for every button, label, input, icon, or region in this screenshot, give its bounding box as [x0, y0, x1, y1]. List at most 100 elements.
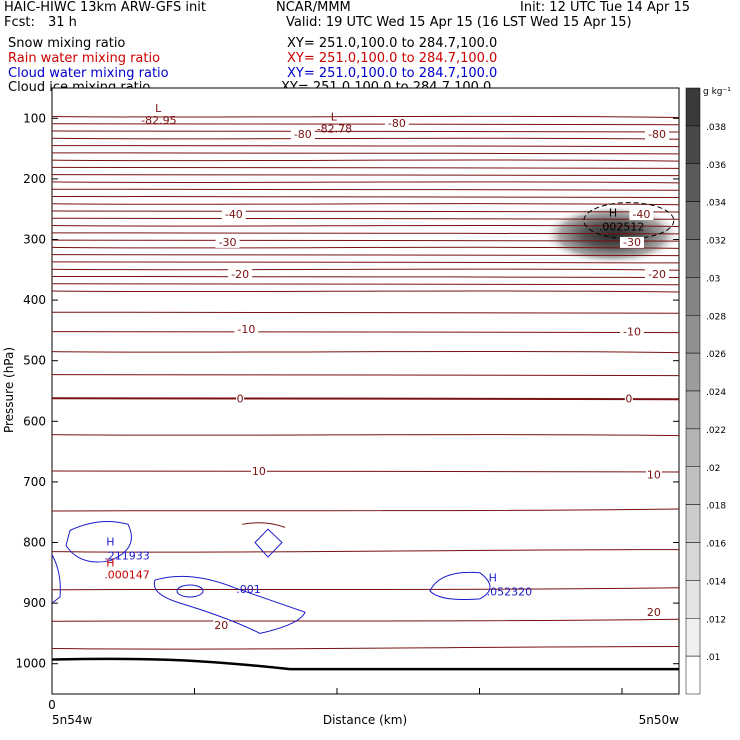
temperature-contour-line: [51, 166, 680, 169]
colorbar-bin: [685, 542, 701, 581]
cloud-ice-max-marker: H: [609, 207, 617, 220]
temperature-contour-line: [51, 144, 680, 148]
x-tick-zero-label: 0: [48, 698, 56, 712]
temperature-contour-label: -40: [225, 208, 243, 221]
temperature-contour-line: [51, 195, 680, 198]
cloud-water-max-marker: H: [489, 572, 497, 585]
cloud-water-contour: [176, 584, 204, 598]
temperature-contour-line: [51, 587, 680, 591]
x-left-location: 5n54w: [52, 713, 93, 727]
cloud-water-contour: [65, 520, 132, 563]
rain-water-max-marker: H: [106, 557, 114, 570]
temperature-contour-label-bg: [215, 236, 240, 248]
temperature-contour-label: -10: [623, 326, 641, 339]
x-axis-title: Distance (km): [323, 713, 407, 727]
cloud-water-max-value: .052320: [487, 586, 533, 599]
field-snow-name: Snow mixing ratio: [8, 36, 126, 51]
temperature-contour-line: [51, 217, 680, 220]
extrema-label-group: -80 -80 -80 -40 -40 -30 -30 -20 -20 -10 -10 0 0 10 10 2…: [141, 102, 670, 632]
colorbar-bin: [685, 277, 701, 316]
colorbar-level-label: .012: [706, 615, 726, 625]
colorbar-level-label: .036: [706, 161, 726, 171]
temperature-contour-line: [51, 188, 680, 191]
temperature-contour-label: -40: [632, 208, 650, 221]
colorbar-bin: [685, 655, 701, 695]
temperature-contour-line: [51, 173, 680, 177]
temperature-contour-label-bg: [234, 324, 259, 336]
temperature-contour-label: -20: [648, 268, 666, 281]
temperature-contour-line: [241, 522, 286, 528]
colorbar-level-label: .038: [706, 123, 726, 133]
temperature-contour-line: [51, 159, 680, 162]
y-tick-label: 900: [23, 596, 46, 610]
temperature-contour-line: [51, 470, 680, 473]
y-tick-label: 500: [23, 354, 46, 368]
y-tick-label: 600: [23, 414, 46, 428]
temperature-contour-label: 20: [214, 619, 228, 632]
y-tick-label: 800: [23, 536, 46, 550]
temperature-contour-group: [51, 115, 680, 671]
colorbar-bin: [685, 504, 701, 543]
colorbar-bin: [685, 390, 701, 430]
temperature-contour-label-bg: [645, 469, 662, 481]
colorbar-unit: g kg⁻¹: [703, 87, 731, 97]
temperature-contour-line: [51, 130, 680, 133]
cloud-water-max-marker: H: [106, 535, 114, 548]
temperature-contour-label-bg: [619, 236, 644, 248]
temperature-contour-label-bg: [645, 607, 662, 619]
colorbar-level-label: .024: [706, 388, 726, 398]
colorbar-level-label: .026: [706, 350, 726, 360]
temperature-contour-line: [51, 224, 680, 228]
temperature-contour-label-bg: [213, 619, 230, 631]
temperature-contour-label: 10: [647, 469, 661, 482]
colorbar-level-label: .028: [706, 312, 726, 322]
cloud-water-contour: [51, 554, 61, 604]
init-time: Init: 12 UTC Tue 14 Apr 15: [520, 0, 691, 15]
cloud-ice-max-value: .002512: [599, 221, 645, 234]
y-axis-title: Pressure (hPa): [2, 347, 16, 433]
colorbar-bin: [685, 201, 701, 240]
temperature-contour-label-bg: [645, 129, 670, 141]
temperature-contour-line: [51, 181, 680, 184]
x-right-location: 5n50w: [639, 713, 680, 727]
temperature-contour-line: [51, 618, 680, 622]
terrain-line: [51, 657, 679, 671]
temperature-contour-line: [51, 549, 680, 553]
forecast-label: Fcst:: [4, 15, 35, 30]
colorbar-bin: [685, 239, 701, 278]
colorbar-bin: [685, 315, 701, 354]
colorbar: .01 .012 .014 .016 .018 .02 .022 .024 .026 .028 .0…: [685, 87, 726, 695]
temperature-contour-label: -80: [648, 128, 666, 141]
temperature-contour-label-bg: [221, 209, 246, 221]
temperature-low-marker: L: [331, 110, 338, 123]
y-tick-label: 700: [23, 475, 46, 489]
temperature-contour-line: [51, 290, 680, 293]
y-tick-label: 100: [23, 111, 46, 125]
temperature-contour-line: [51, 152, 680, 155]
field-snow-xy: XY= 251.0,100.0 to 284.7,100.0: [287, 36, 498, 51]
field-rain-name: Rain water mixing ratio: [8, 51, 161, 66]
forecast-hour: 31 h: [48, 15, 77, 30]
colorbar-level-label: .01: [706, 653, 720, 663]
temperature-contour-label: -30: [219, 236, 237, 249]
valid-time: Valid: 19 UTC Wed 15 Apr 15 (16 LST Wed …: [286, 15, 632, 30]
temperature-contour-line: [51, 268, 680, 271]
cloud-water-contour: [153, 575, 306, 634]
temperature-contour-label: 0: [625, 392, 632, 405]
temperature-contour-label: 10: [252, 465, 266, 478]
temperature-contour-line: [51, 373, 680, 377]
temperature-low-value: -82.78: [317, 122, 352, 135]
temperature-contour-line: [51, 275, 680, 278]
temperature-contour-label-bg: [236, 393, 245, 405]
temperature-contour-label: -20: [231, 268, 249, 281]
cloud-water-contour: [254, 528, 283, 558]
field-cloudwater-xy: XY= 251.0,100.0 to 284.7,100.0: [287, 66, 498, 81]
cloud-water-contour: [429, 571, 491, 601]
temperature-low-value: -82.95: [141, 114, 176, 127]
temperature-contour-line: [51, 253, 680, 257]
org-label: NCAR/MMM: [276, 0, 351, 15]
temperature-contour-label: 20: [647, 606, 661, 619]
y-tick-label: 300: [23, 233, 46, 247]
